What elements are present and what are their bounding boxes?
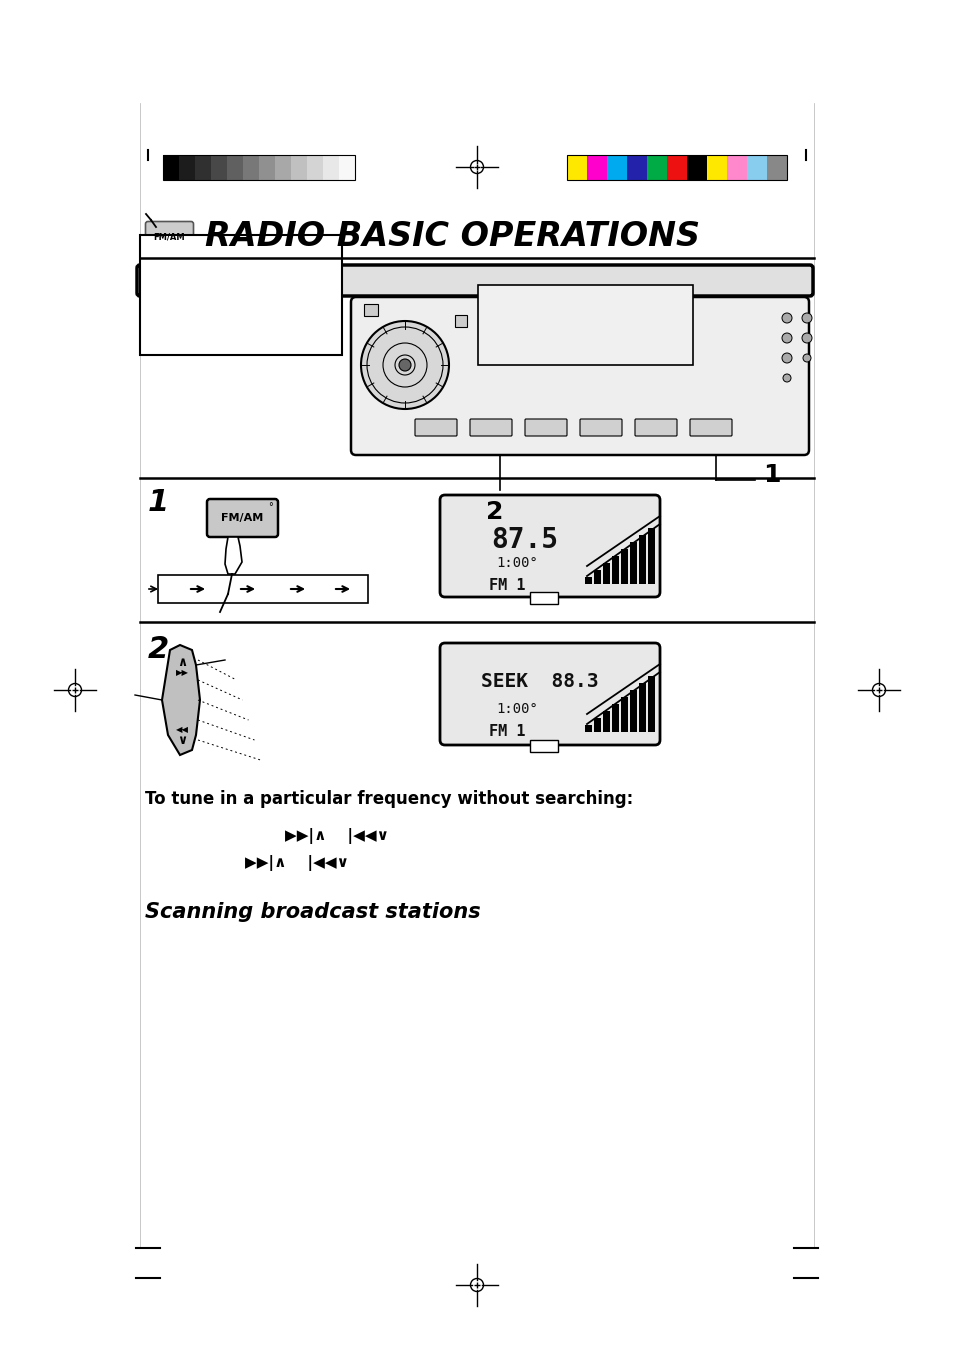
- Circle shape: [781, 332, 791, 343]
- Text: ▶▶: ▶▶: [175, 669, 189, 677]
- Text: To tune in a particular frequency without searching:: To tune in a particular frequency withou…: [145, 790, 633, 808]
- Bar: [455, 315, 467, 327]
- Bar: [706, 155, 726, 180]
- Text: FM/AM: FM/AM: [153, 232, 185, 242]
- Bar: [746, 155, 766, 180]
- Text: ∨: ∨: [176, 734, 187, 747]
- Bar: [274, 155, 291, 180]
- Text: Scanning broadcast stations: Scanning broadcast stations: [145, 902, 480, 921]
- Text: 1:00°: 1:00°: [496, 703, 537, 716]
- Bar: [364, 304, 377, 316]
- Text: RADIO BASIC OPERATIONS: RADIO BASIC OPERATIONS: [205, 220, 700, 253]
- Bar: [338, 155, 355, 180]
- Bar: [639, 535, 645, 584]
- Text: °: °: [269, 503, 274, 512]
- FancyBboxPatch shape: [146, 222, 193, 259]
- FancyBboxPatch shape: [579, 419, 621, 436]
- Circle shape: [802, 354, 810, 362]
- Bar: [612, 557, 618, 584]
- Text: SEEK  88.3: SEEK 88.3: [480, 671, 598, 690]
- Polygon shape: [162, 644, 200, 755]
- Circle shape: [801, 313, 811, 323]
- Bar: [647, 676, 655, 732]
- Bar: [629, 690, 637, 732]
- Bar: [158, 576, 368, 603]
- Text: 2: 2: [486, 500, 503, 524]
- Bar: [530, 592, 558, 604]
- Bar: [291, 155, 307, 180]
- FancyBboxPatch shape: [689, 419, 731, 436]
- Bar: [639, 684, 645, 732]
- Circle shape: [398, 359, 411, 372]
- FancyBboxPatch shape: [207, 499, 277, 536]
- Text: 2: 2: [148, 635, 169, 663]
- Text: FM 1: FM 1: [488, 724, 525, 739]
- Bar: [323, 155, 338, 180]
- Bar: [612, 704, 618, 732]
- Bar: [307, 155, 323, 180]
- Bar: [584, 725, 592, 732]
- FancyBboxPatch shape: [635, 419, 677, 436]
- Bar: [726, 155, 746, 180]
- Circle shape: [781, 313, 791, 323]
- Circle shape: [782, 374, 790, 382]
- Bar: [194, 155, 211, 180]
- Bar: [227, 155, 243, 180]
- FancyBboxPatch shape: [351, 297, 808, 455]
- Bar: [258, 155, 274, 180]
- Bar: [243, 155, 258, 180]
- Bar: [602, 711, 609, 732]
- Bar: [602, 563, 609, 584]
- Text: ∧: ∧: [176, 657, 187, 670]
- FancyBboxPatch shape: [439, 494, 659, 597]
- FancyBboxPatch shape: [524, 419, 566, 436]
- FancyBboxPatch shape: [415, 419, 456, 436]
- Circle shape: [781, 353, 791, 363]
- Bar: [179, 155, 194, 180]
- Bar: [646, 155, 666, 180]
- Bar: [594, 570, 600, 584]
- Bar: [140, 235, 341, 355]
- Bar: [566, 155, 786, 180]
- Bar: [594, 717, 600, 732]
- FancyBboxPatch shape: [137, 265, 812, 296]
- Bar: [211, 155, 227, 180]
- Bar: [686, 155, 706, 180]
- Bar: [530, 740, 558, 753]
- Bar: [586, 155, 606, 180]
- Bar: [163, 155, 179, 180]
- Circle shape: [801, 332, 811, 343]
- Text: FM/AM: FM/AM: [221, 513, 263, 523]
- Bar: [620, 697, 627, 732]
- Bar: [477, 285, 692, 365]
- Bar: [584, 577, 592, 584]
- Bar: [626, 155, 646, 180]
- Text: 87.5: 87.5: [491, 526, 558, 554]
- Text: ◀◀: ◀◀: [175, 725, 189, 735]
- Text: 1: 1: [762, 463, 780, 486]
- Text: ▶▶|∧    |◀◀∨: ▶▶|∧ |◀◀∨: [245, 855, 349, 871]
- Bar: [620, 549, 627, 584]
- Text: ▶▶|∧    |◀◀∨: ▶▶|∧ |◀◀∨: [285, 828, 389, 844]
- Bar: [629, 542, 637, 584]
- Circle shape: [360, 322, 449, 409]
- Bar: [766, 155, 786, 180]
- Text: 1:00°: 1:00°: [496, 557, 537, 570]
- FancyBboxPatch shape: [439, 643, 659, 744]
- FancyBboxPatch shape: [470, 419, 512, 436]
- Bar: [647, 528, 655, 584]
- Text: FM 1: FM 1: [488, 578, 525, 593]
- Bar: [163, 155, 355, 180]
- Bar: [566, 155, 586, 180]
- Bar: [606, 155, 626, 180]
- Bar: [666, 155, 686, 180]
- Text: 1: 1: [148, 488, 169, 517]
- Polygon shape: [225, 536, 242, 574]
